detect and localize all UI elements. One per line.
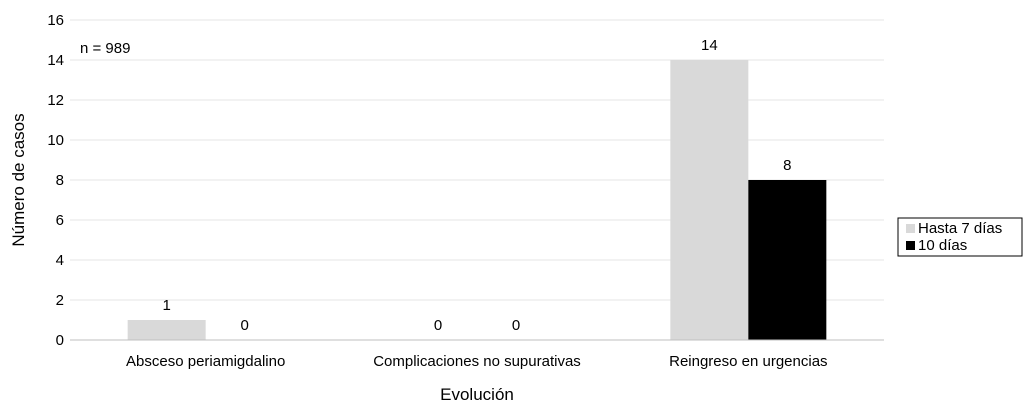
y-tick-label: 4 bbox=[56, 252, 64, 269]
category-label: Reingreso en urgencias bbox=[669, 353, 827, 370]
y-tick-label: 8 bbox=[56, 172, 64, 189]
category-labels: Absceso periamigdalino Complicaciones no … bbox=[126, 353, 828, 370]
bars bbox=[127, 60, 827, 340]
bar-hasta-7-dias bbox=[127, 320, 206, 340]
legend: Hasta 7 días 10 días bbox=[897, 217, 1023, 257]
y-tick-label: 12 bbox=[47, 92, 64, 109]
y-tick-label: 14 bbox=[47, 52, 64, 69]
gridlines bbox=[70, 19, 884, 301]
y-axis-title: Número de casos bbox=[9, 113, 28, 246]
x-axis-title: Evolución bbox=[440, 385, 514, 404]
legend-box bbox=[897, 217, 1023, 257]
category-label: Absceso periamigdalino bbox=[126, 353, 285, 370]
category-label: Complicaciones no supurativas bbox=[373, 353, 581, 370]
y-tick-labels: 0 2 4 6 8 10 12 14 16 bbox=[47, 12, 64, 349]
y-tick-label: 0 bbox=[56, 332, 64, 349]
legend-swatch-10-dias bbox=[906, 241, 915, 250]
data-label: 0 bbox=[240, 317, 248, 334]
annotation-n: n = 989 bbox=[80, 40, 130, 57]
data-label: 14 bbox=[701, 37, 718, 54]
legend-label-hasta-7-dias: Hasta 7 días bbox=[918, 220, 1002, 237]
y-tick-label: 16 bbox=[47, 12, 64, 29]
y-tick-label: 6 bbox=[56, 212, 64, 229]
legend-label-10-dias: 10 días bbox=[918, 237, 967, 254]
data-label: 1 bbox=[162, 297, 170, 314]
data-label: 8 bbox=[783, 157, 791, 174]
data-label: 0 bbox=[434, 317, 442, 334]
y-tick-label: 10 bbox=[47, 132, 64, 149]
bar-10-dias bbox=[748, 180, 827, 340]
y-tick-label: 2 bbox=[56, 292, 64, 309]
bar-hasta-7-dias bbox=[670, 60, 749, 340]
data-label: 0 bbox=[512, 317, 520, 334]
data-labels: 1 0 0 0 14 8 bbox=[162, 37, 791, 334]
legend-swatch-hasta-7-dias bbox=[906, 224, 915, 233]
